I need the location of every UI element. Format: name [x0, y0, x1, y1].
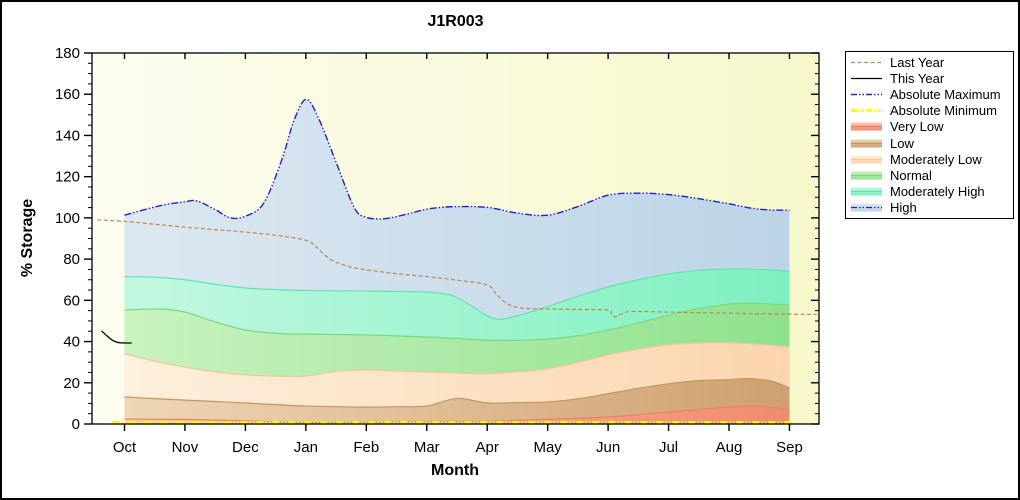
month-label: Nov	[172, 439, 199, 456]
legend-swatch-normal	[851, 171, 882, 180]
y-tick-label: 40	[63, 334, 80, 351]
legend-item-moderately-high: Moderately High	[850, 184, 1013, 200]
band-edge-low	[124, 378, 790, 408]
month-label: Jul	[659, 439, 678, 456]
legend-label-last-year: Last Year	[890, 54, 945, 70]
legend-label-very-low: Very Low	[890, 119, 944, 135]
legend-swatch-absolute-minimum	[851, 109, 882, 113]
legend-box: Last Year This Year Absolute Maximum Absolu…	[845, 51, 1014, 219]
y-tick-label: 100	[55, 210, 80, 227]
month-label: Mar	[414, 439, 440, 456]
month-label: Jan	[294, 439, 318, 456]
legend-swatch-very-low	[851, 122, 882, 131]
y-tick-label: 180	[55, 45, 80, 62]
month-label: Aug	[716, 439, 743, 456]
y-tick-label: 120	[55, 169, 80, 186]
y-tick-label: 80	[63, 251, 80, 268]
y-tick-label: 20	[63, 375, 80, 392]
y-tick-label: 60	[63, 292, 80, 309]
legend-item-high: High	[850, 200, 1013, 216]
legend-label-high: High	[890, 200, 917, 216]
legend-swatch-this-year	[851, 77, 882, 79]
month-label: May	[533, 439, 562, 456]
legend-item-absolute-maximum: Absolute Maximum	[850, 87, 1013, 103]
month-label: Sep	[776, 439, 803, 456]
legend-label-moderately-high: Moderately High	[890, 184, 985, 200]
legend-label-absolute-maximum: Absolute Maximum	[890, 87, 1001, 103]
legend-item-moderately-low: Moderately Low	[850, 151, 1013, 167]
legend-swatch-high	[851, 203, 882, 212]
month-label: Apr	[476, 439, 499, 456]
legend-item-this-year: This Year	[850, 70, 1013, 86]
legend-item-low: Low	[850, 135, 1013, 151]
y-tick-label: 140	[55, 127, 80, 144]
y-tick-label: 0	[72, 416, 80, 433]
legend-swatch-moderately-high	[851, 187, 882, 196]
y-tick-label: 160	[55, 86, 80, 103]
legend-item-very-low: Very Low	[850, 119, 1013, 135]
month-label: Dec	[232, 439, 259, 456]
month-label: Jun	[596, 439, 620, 456]
legend-item-absolute-minimum: Absolute Minimum	[850, 103, 1013, 119]
month-label: Oct	[113, 439, 137, 456]
legend-label-moderately-low: Moderately Low	[890, 151, 982, 167]
legend-item-normal: Normal	[850, 167, 1013, 183]
band-edge-moderately-high	[124, 268, 790, 320]
band-very-low	[124, 406, 790, 424]
legend-swatch-absolute-maximum	[851, 93, 882, 96]
line-last-year	[97, 219, 817, 318]
legend-label-normal: Normal	[890, 167, 932, 183]
month-label: Feb	[353, 439, 379, 456]
line-this-year	[101, 330, 132, 344]
legend-swatch-low	[851, 139, 882, 148]
band-edge-normal	[124, 302, 790, 342]
legend-swatch-moderately-low	[851, 155, 882, 164]
legend-label-absolute-minimum: Absolute Minimum	[890, 103, 997, 119]
band-low	[124, 378, 790, 424]
legend-swatch-last-year	[851, 61, 882, 63]
x-axis-label: Month	[431, 462, 479, 479]
legend-label-low: Low	[890, 135, 914, 151]
legend-label-this-year: This Year	[890, 70, 945, 86]
legend-item-last-year: Last Year	[850, 54, 1013, 70]
band-edge-moderately-low	[124, 342, 790, 378]
y-axis-label: % Storage	[19, 198, 36, 278]
chart-title: J1R003	[427, 13, 484, 30]
